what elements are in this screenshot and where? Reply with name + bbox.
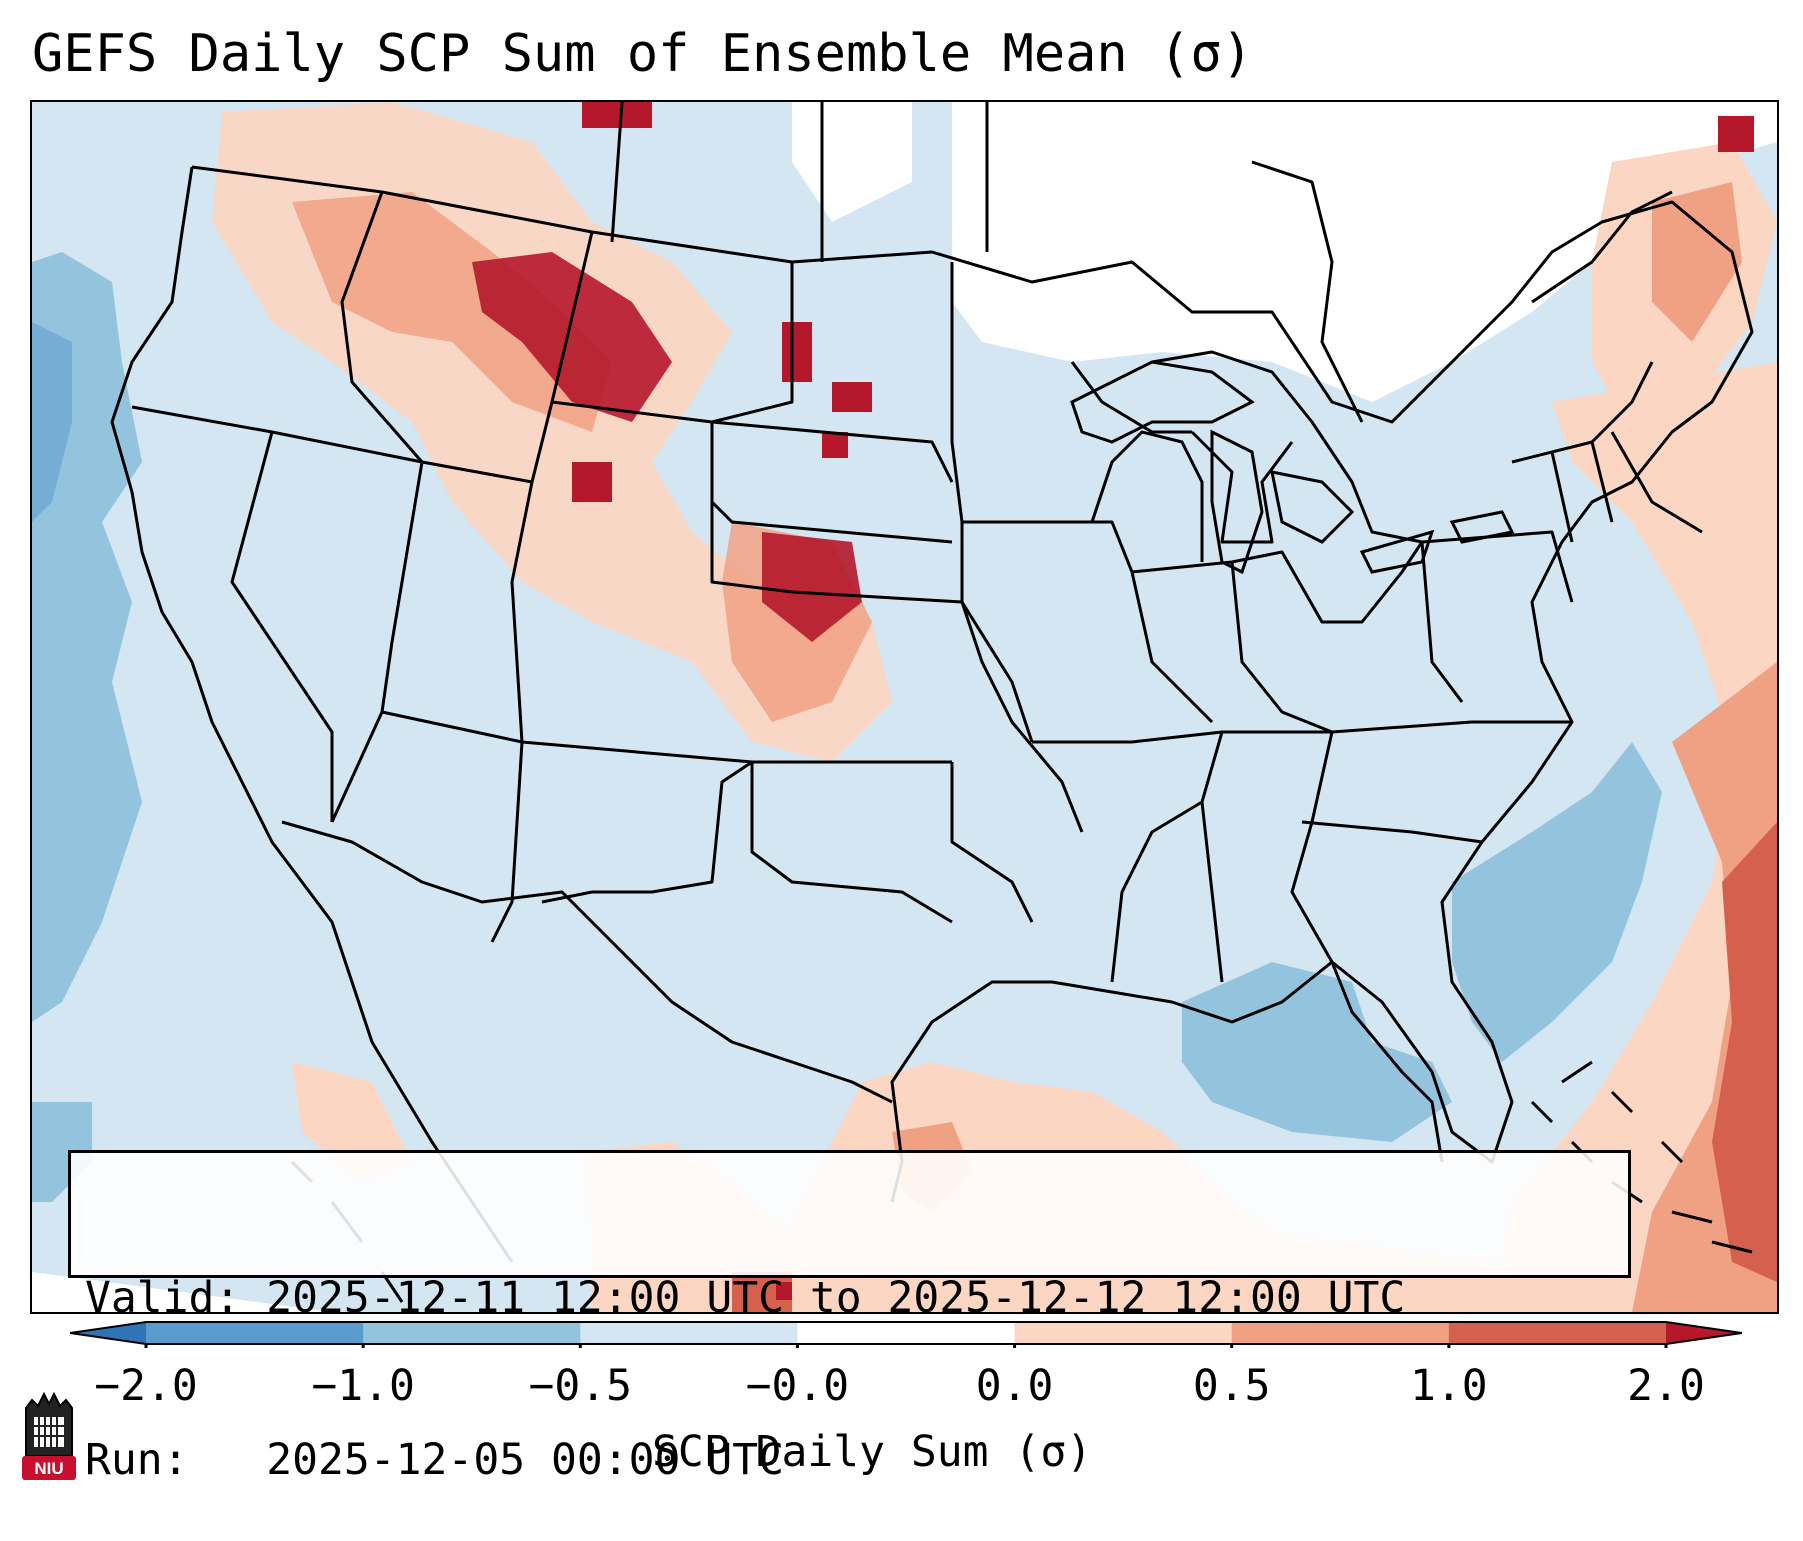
valid-run-info-box: Valid: 2025-12-11 12:00 UTC to 2025-12-1…	[68, 1150, 1631, 1485]
colorbar	[70, 1321, 1742, 1348]
colorbar-bin	[363, 1322, 581, 1344]
colorbar-tick-label: −1.0	[311, 1361, 415, 1411]
colorbar-bin	[70, 1322, 146, 1344]
colorbar-tick-label: −0.5	[528, 1361, 633, 1411]
state-and-country-borders	[110, 102, 1754, 1303]
colorbar-tick-label: 2.0	[1627, 1361, 1705, 1411]
colorbar-tick-label: −2.0	[94, 1361, 198, 1411]
colorbar-tick-label: 0.5	[1192, 1361, 1271, 1411]
run-time-text: Run: 2025-12-05 00:00 UTC	[85, 1435, 784, 1485]
positive-anomaly-plains	[212, 102, 892, 762]
colorbar-bins	[70, 1321, 1742, 1345]
colorbar-bin	[1448, 1322, 1667, 1344]
colorbar-label: SCP Daily Sum (σ)	[652, 1427, 1093, 1477]
map-canvas	[32, 102, 1777, 1312]
great-lakes	[1070, 360, 1515, 575]
map-panel	[30, 100, 1779, 1314]
positive-anomaly-atlantic	[1492, 116, 1777, 1312]
colorbar-bin	[146, 1322, 364, 1344]
colorbar-tick-label: 0.0	[975, 1361, 1054, 1411]
colorbar-bin	[1666, 1322, 1742, 1344]
projection-edge	[32, 1272, 332, 1312]
colorbar-tick-label: 1.0	[1410, 1361, 1488, 1411]
map-title: GEFS Daily SCP Sum of Ensemble Mean (σ)	[32, 24, 1253, 84]
colorbar-ticks	[144, 1344, 1668, 1348]
niu-logo: NIU	[22, 1391, 76, 1480]
negative-anomaly-gulf	[1182, 742, 1662, 1142]
niu-logo-text: NIU	[34, 1459, 63, 1478]
valid-time-text: Valid: 2025-12-11 12:00 UTC to 2025-12-1…	[85, 1273, 1406, 1323]
colorbar-bin	[1014, 1322, 1233, 1344]
colorbar-bin	[580, 1322, 798, 1344]
colorbar-bin	[797, 1322, 1016, 1344]
colorbar-bin	[1231, 1322, 1450, 1344]
colorbar-tick-label: −0.0	[745, 1361, 850, 1411]
